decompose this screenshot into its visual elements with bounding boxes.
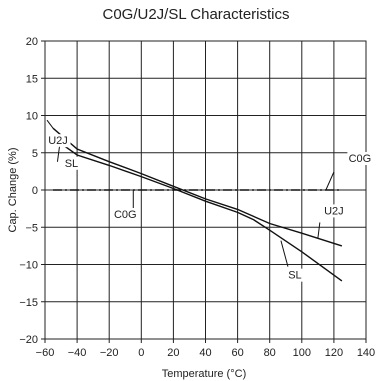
y-tick-label: −15 — [19, 297, 38, 309]
x-tick-label: −40 — [68, 347, 87, 359]
annotation-leader — [46, 119, 54, 129]
x-tick-label: 80 — [264, 347, 276, 359]
x-tick-label: 40 — [199, 347, 211, 359]
y-tick-label: 15 — [26, 73, 38, 85]
annotation-background — [321, 204, 347, 218]
x-tick-label: 20 — [167, 347, 179, 359]
annotation-background — [45, 134, 71, 148]
annotation-leader — [325, 171, 335, 191]
x-tick-label: 60 — [231, 347, 243, 359]
y-tick-label: 20 — [26, 36, 38, 48]
y-tick-label: −20 — [19, 334, 38, 346]
x-tick-label: −60 — [36, 347, 55, 359]
annotation-label: SL — [288, 270, 301, 282]
annotation-leader — [317, 222, 321, 239]
series-line-u2j — [52, 127, 343, 247]
annotation-layer: U2J SL C0G C0G U2J SL — [45, 119, 373, 282]
chart-title: C0G/U2J/SL Characteristics — [102, 6, 289, 23]
annotation-background — [347, 152, 373, 165]
series-layer — [52, 127, 343, 282]
annotation-leader — [56, 146, 60, 162]
x-tick-label: 0 — [138, 347, 144, 359]
y-tick-label: −10 — [19, 260, 38, 272]
plot-frame — [44, 40, 367, 340]
x-tick-label: −20 — [100, 347, 119, 359]
annotation-background — [112, 208, 138, 221]
annotation-label: C0G — [114, 209, 137, 221]
x-tick-label: 140 — [357, 347, 375, 359]
y-tick-label: −5 — [25, 222, 38, 234]
grid — [41, 40, 367, 343]
series-line-sl — [52, 137, 343, 282]
y-tick-label: 5 — [32, 148, 38, 160]
x-axis-label: Temperature (°C) — [162, 368, 246, 380]
y-tick-label: 0 — [32, 185, 38, 197]
y-tick-label: 10 — [26, 111, 38, 123]
annotation-label: U2J — [48, 135, 68, 147]
x-tick-label: 100 — [293, 347, 311, 359]
tick-labels: −60 −40 −20 0 20 40 60 80 100 120 140 20 15 10 5 0 −5 −10… — [19, 36, 375, 359]
x-tick-label: 120 — [325, 347, 343, 359]
y-axis-label: Cap. Change (%) — [7, 148, 19, 233]
annotation-background — [285, 268, 304, 282]
annotation-leader — [280, 240, 289, 267]
annotation-label: U2J — [324, 205, 344, 217]
annotation-label: C0G — [349, 153, 372, 165]
annotation-label: SL — [65, 158, 78, 170]
annotation-background — [62, 156, 81, 170]
